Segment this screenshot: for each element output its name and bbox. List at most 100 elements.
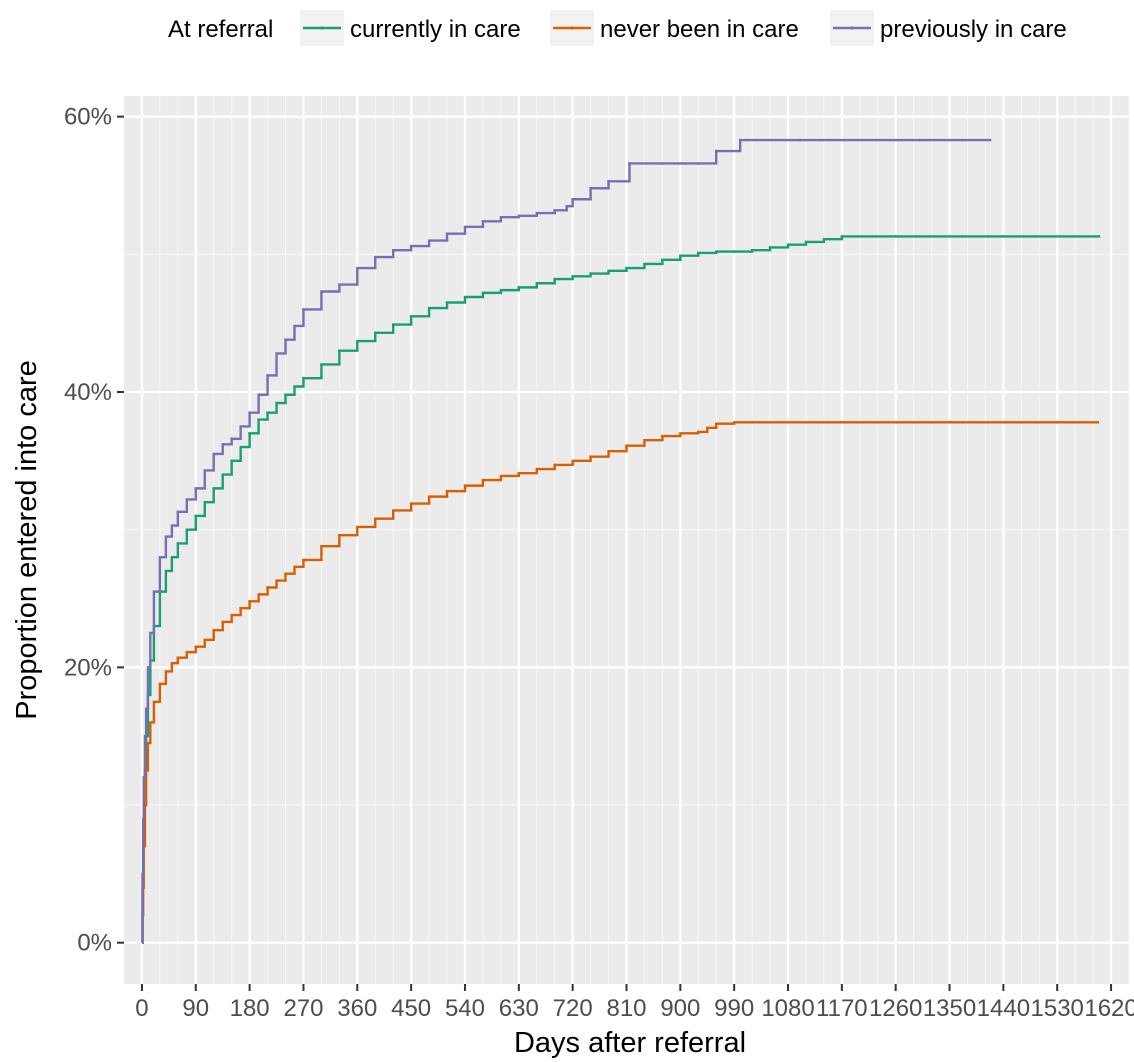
series-point (445, 301, 449, 304)
legend-key-point (850, 26, 854, 30)
legend-key-point (570, 26, 574, 30)
legend-label: previously in care (880, 16, 1067, 43)
series-point (696, 251, 700, 255)
series-point (176, 510, 180, 514)
series-point (230, 437, 233, 441)
series-point (230, 613, 233, 617)
series-point (194, 514, 198, 518)
series-point (661, 434, 664, 438)
series-point (1097, 235, 1101, 238)
series-line-previously-in-care (141, 138, 992, 944)
series-point (176, 656, 180, 660)
series-point (607, 180, 610, 183)
x-tick-label: 360 (337, 995, 377, 1022)
series-point (338, 349, 341, 352)
x-tick-label: 0 (135, 995, 148, 1022)
series-lines (141, 138, 1101, 944)
series-point (696, 162, 700, 165)
y-tick-label: 0% (77, 930, 112, 957)
legend-label: currently in care (350, 16, 521, 43)
x-tick-label: 720 (553, 995, 593, 1022)
series-point (373, 255, 377, 259)
series-point (714, 149, 718, 153)
series-point (212, 628, 216, 632)
series-point (517, 286, 521, 289)
series-line-never-been-in-care (141, 421, 1100, 944)
series-point (338, 533, 341, 537)
series-point (248, 599, 251, 603)
x-tick-label: 90 (182, 995, 209, 1022)
x-tick-label: 1260 (869, 995, 922, 1022)
series-point (798, 138, 802, 142)
series-point (571, 197, 574, 201)
grid-major (124, 96, 1129, 984)
series-point (212, 452, 216, 456)
x-tick-label: 270 (283, 995, 323, 1022)
series-point (266, 411, 269, 414)
series-point (481, 291, 485, 295)
series-point (284, 393, 287, 397)
x-tick-label: 540 (445, 995, 485, 1022)
series-point (625, 266, 628, 270)
x-tick-label: 180 (230, 995, 270, 1022)
x-tick-label: 900 (660, 995, 700, 1022)
series-point (302, 376, 305, 380)
series-point (553, 277, 557, 281)
y-tick-label: 60% (64, 104, 112, 131)
series-point (266, 374, 269, 377)
series-point (625, 444, 628, 447)
series-point (750, 420, 754, 424)
series-point (230, 459, 233, 463)
series-point (589, 455, 592, 459)
series-point (338, 283, 341, 286)
series-point (302, 558, 305, 562)
series-point (517, 214, 521, 218)
series-point (732, 250, 736, 253)
series-point (804, 240, 808, 244)
legend-items: currently in care never been in care previ… (300, 10, 1067, 46)
x-tick-label: 1620 (1084, 995, 1134, 1022)
series-point (266, 586, 269, 589)
series-point (373, 517, 377, 520)
series-point (918, 138, 921, 142)
series-point (840, 420, 844, 424)
y-axis: 0% 20% 40% 60% (64, 104, 124, 957)
x-tick-label: 1350 (923, 995, 976, 1022)
series-point (284, 338, 287, 341)
series-point (661, 162, 664, 165)
series-point (212, 487, 216, 490)
legend-key-point (320, 26, 324, 30)
series-point (517, 471, 521, 475)
series-point (628, 162, 631, 165)
series-point (194, 645, 198, 648)
series-point (768, 246, 772, 249)
series-point (1055, 420, 1059, 424)
series-point (176, 542, 180, 545)
series-point (738, 138, 742, 142)
series-point (589, 272, 592, 275)
series-point (409, 502, 413, 505)
x-tick-label: 450 (391, 995, 431, 1022)
series-point (553, 208, 557, 212)
x-tick-label: 1530 (1031, 995, 1084, 1022)
series-point (373, 331, 377, 335)
legend-title: At referral (168, 16, 273, 43)
x-tick-label: 1440 (977, 995, 1030, 1022)
series-point (481, 219, 485, 223)
x-tick-label: 630 (499, 995, 539, 1022)
series-point (840, 235, 844, 238)
x-axis-title: Days after referral (514, 1027, 746, 1059)
series-point (1002, 235, 1005, 238)
y-axis-title: Proportion entered into care (11, 360, 43, 720)
series-point (248, 432, 251, 435)
series-point (894, 235, 897, 238)
x-axis: 0 90 180 270 360 450 540 630 720 810 900 990 1080 117… (135, 984, 1134, 1022)
y-tick-label: 40% (64, 379, 112, 406)
grid-minor (124, 96, 1130, 984)
series-point (445, 489, 449, 493)
x-tick-label: 1080 (761, 995, 814, 1022)
series-point (948, 420, 951, 424)
series-point (714, 422, 718, 425)
legend: At referral currently in care never been … (168, 10, 1067, 46)
